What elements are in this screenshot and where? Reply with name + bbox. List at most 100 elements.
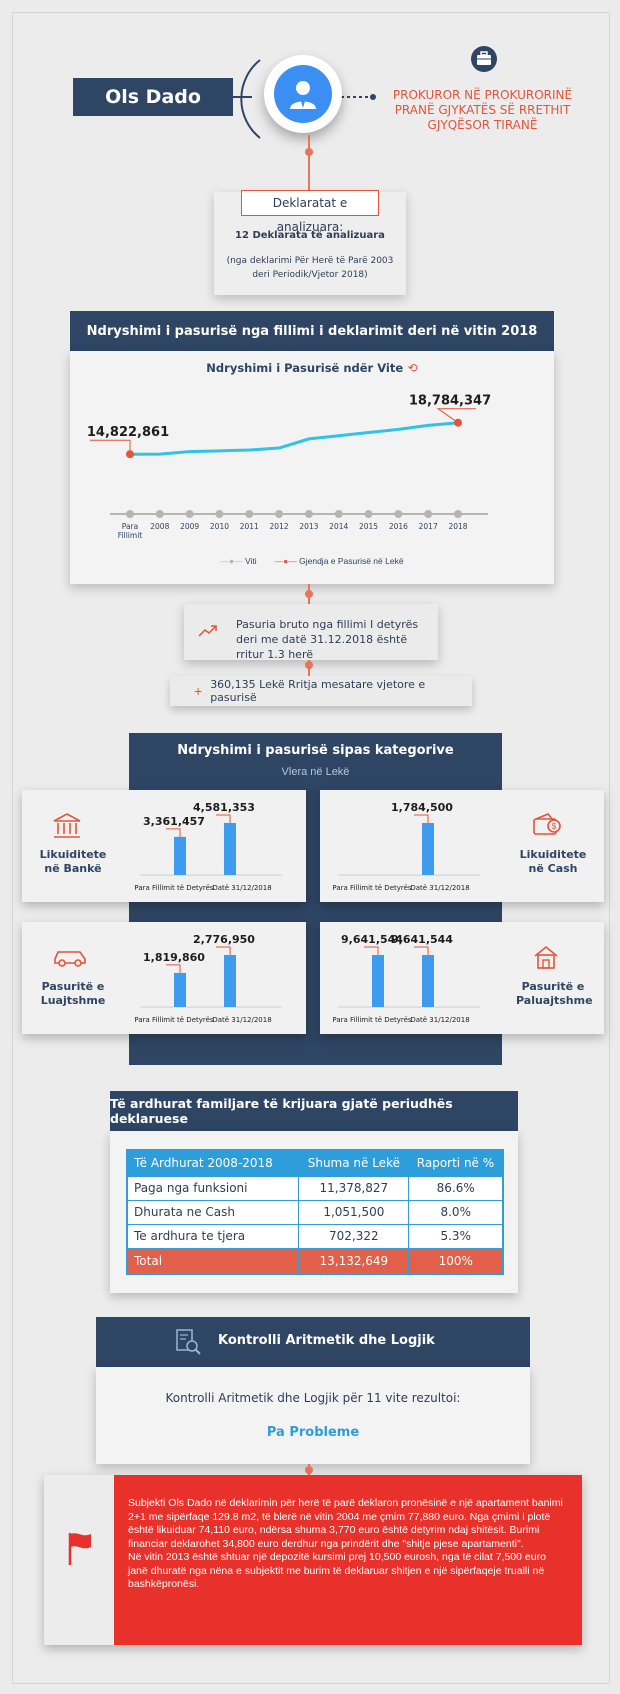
bar-after bbox=[422, 955, 434, 1007]
bar-before bbox=[174, 836, 186, 875]
year-dot bbox=[155, 510, 164, 518]
declarations-range: (nga deklarimi Për Herë të Parë 2003 der… bbox=[226, 256, 394, 280]
annual-growth-text: 360,135 Lekë Rritja mesatare vjetore e p… bbox=[210, 678, 426, 704]
category-bar-chart: 1,819,860 2,776,950 Para Fillimit të Detyr… bbox=[134, 933, 282, 1024]
annual-growth-card: + 360,135 Lekë Rritja mesatare vjetore e… bbox=[170, 676, 472, 706]
start-leader bbox=[90, 439, 131, 455]
year-dot bbox=[334, 510, 343, 518]
connector-dot bbox=[305, 148, 313, 156]
categories-subtitle: Vlera në Lekë bbox=[281, 766, 350, 778]
declarations-count: 12 Deklarata të analizuara bbox=[235, 230, 385, 241]
year-dot bbox=[126, 510, 134, 518]
label-after: Datë 31/12/2018 bbox=[410, 1016, 469, 1024]
name-banner: Ols Dado bbox=[73, 78, 233, 116]
label-before: Para Fillimit të Detyrës bbox=[134, 884, 214, 892]
value-after: 4,581,353 bbox=[193, 801, 255, 814]
category-label: Pasuritë e Paluajtshme bbox=[516, 980, 593, 1007]
control-header: Kontrolli Aritmetik dhe Logjik bbox=[96, 1317, 530, 1367]
income-col-amount: Shuma në Lekë bbox=[307, 1156, 400, 1171]
year-tick-label: 2016 bbox=[389, 522, 408, 531]
wealth-change-title: Ndryshimi i pasurisë nga fillimi i dekla… bbox=[86, 323, 538, 339]
year-dot bbox=[275, 510, 284, 518]
position-title: PROKUROR NË PROKURORINË PRANË GJYKATËS S… bbox=[392, 88, 573, 132]
table-total-row: Total 13,132,649 100% bbox=[126, 1247, 504, 1275]
note-body: Subjekti Ols Dado në deklarimin për herë… bbox=[114, 1475, 582, 1645]
bank-icon bbox=[52, 812, 82, 845]
year-tick-label: 2018 bbox=[448, 522, 467, 531]
user-icon bbox=[290, 81, 316, 109]
bar-after bbox=[422, 823, 434, 875]
value-before: 3,361,457 bbox=[143, 815, 205, 828]
label-after: Datë 31/12/2018 bbox=[410, 884, 469, 892]
value-leader bbox=[414, 946, 429, 955]
value-leader bbox=[364, 946, 379, 955]
control-title: Kontrolli Aritmetik dhe Logjik bbox=[218, 1333, 435, 1348]
wealth-chart-card: Ndryshimi i Pasurisë ndër Vite ⟲ 14,822,… bbox=[70, 351, 554, 584]
income-header-row: Të Ardhurat 2008-2018 Shuma në Lekë Rapo… bbox=[127, 1150, 503, 1176]
connector-dot bbox=[305, 1466, 313, 1474]
connector-dot bbox=[305, 590, 313, 598]
income-col-source: Të Ardhurat 2008-2018 bbox=[134, 1156, 273, 1171]
refresh-icon: ⟲ bbox=[407, 361, 418, 375]
svg-text:$: $ bbox=[552, 822, 557, 831]
year-tick-label: 2015 bbox=[359, 522, 378, 531]
year-tick-label: 2012 bbox=[270, 522, 289, 531]
plus-icon: + bbox=[194, 683, 203, 699]
control-result: Pa Probleme bbox=[266, 1425, 360, 1440]
income-header: Të ardhurat familjare të krijuara gjatë … bbox=[110, 1091, 518, 1131]
flag-icon bbox=[68, 1533, 91, 1565]
header-connector bbox=[233, 59, 376, 139]
income-title: Të ardhurat familjare të krijuara gjatë … bbox=[110, 1096, 453, 1126]
document-search-icon bbox=[176, 1329, 201, 1355]
year-tick-label: 2011 bbox=[240, 522, 259, 531]
label-before: Para Fillimit të Detyrës bbox=[332, 1016, 412, 1024]
chart-legend: —●— Viti —●— Gjendja e Pasurisë në Lekë bbox=[70, 556, 554, 566]
income-table: Të Ardhurat 2008-2018 Shuma në Lekë Rapo… bbox=[126, 1149, 504, 1275]
legend-wealth: —●— Gjendja e Pasurisë në Lekë bbox=[274, 556, 404, 566]
value-leader bbox=[216, 814, 231, 823]
car-icon bbox=[52, 944, 88, 973]
value-before: 1,819,860 bbox=[143, 951, 205, 964]
end-value-label: 18,784,347 bbox=[409, 394, 491, 409]
declarations-card: Deklaratat e analizuara: 12 Deklarata të… bbox=[214, 190, 406, 295]
bar-before bbox=[372, 955, 384, 1007]
year-tick-label: 2014 bbox=[329, 522, 348, 531]
connector-line bbox=[308, 135, 310, 193]
briefcase-icon bbox=[471, 46, 497, 72]
value-after: 9,641,544 bbox=[391, 933, 453, 946]
value-leader bbox=[166, 828, 181, 837]
value-leader bbox=[414, 814, 429, 823]
category-card: Likuiditete në Bankë 3,361,457 4,581,353 Pa… bbox=[22, 790, 306, 902]
year-tick-label: 2017 bbox=[419, 522, 438, 531]
category-card: $ Likuiditete në Cash 1,784,500 Para Fillim… bbox=[320, 790, 604, 902]
bar-after bbox=[224, 955, 236, 1007]
year-dot bbox=[304, 510, 313, 518]
wealth-series-line bbox=[129, 421, 459, 456]
value-after: 2,776,950 bbox=[193, 933, 255, 946]
control-card: Kontrolli Aritmetik dhe Logjik për 11 vi… bbox=[96, 1367, 530, 1464]
value-leader bbox=[166, 964, 181, 973]
label-after: Datë 31/12/2018 bbox=[212, 884, 271, 892]
start-value-label: 14,822,861 bbox=[87, 425, 169, 440]
year-dot bbox=[394, 510, 403, 518]
legend-years: —●— Viti bbox=[220, 556, 257, 566]
connector-dot bbox=[305, 661, 313, 669]
label-before: Para Fillimit të Detyrës bbox=[332, 884, 412, 892]
income-card: Të Ardhurat 2008-2018 Shuma në Lekë Rapo… bbox=[110, 1131, 518, 1293]
value-after: 1,784,500 bbox=[391, 801, 453, 814]
control-text: Kontrolli Aritmetik dhe Logjik për 11 vi… bbox=[165, 1391, 461, 1405]
declarations-title: Deklaratat e analizuara: bbox=[241, 190, 379, 234]
year-dot bbox=[215, 510, 224, 518]
table-row: Paga nga funksioni 11,378,827 86.6% bbox=[126, 1175, 504, 1201]
year-dot bbox=[454, 510, 462, 518]
year-tick-label: 2008 bbox=[150, 522, 169, 531]
bar-before bbox=[174, 972, 186, 1007]
label-before: Para Fillimit të Detyrës bbox=[134, 1016, 214, 1024]
table-row: Te ardhura te tjera 702,322 5.3% bbox=[126, 1223, 504, 1249]
year-dot bbox=[364, 510, 373, 518]
end-leader bbox=[436, 408, 476, 424]
year-tick-label: 2010 bbox=[210, 522, 229, 531]
